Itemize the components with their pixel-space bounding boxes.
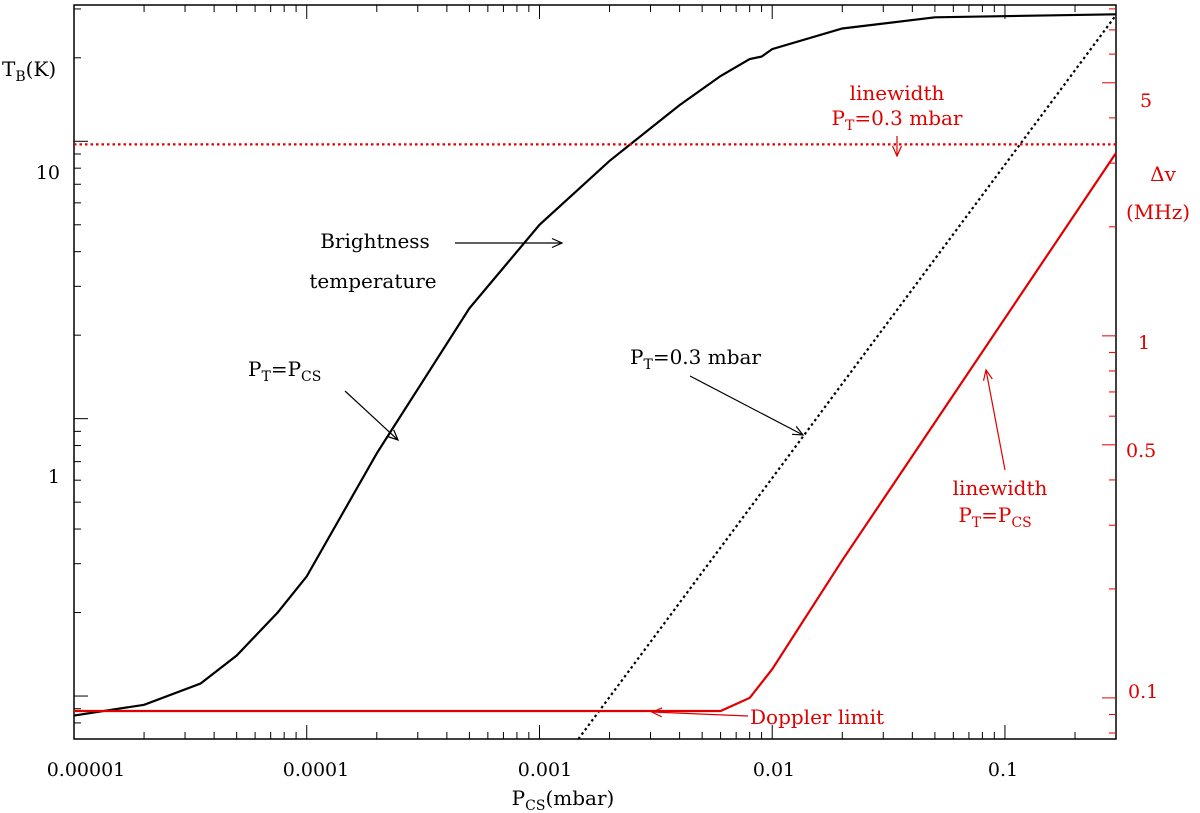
annotation-pt-pcs: PT=PCS — [248, 357, 321, 385]
y-right-tick-label: 5 — [1140, 90, 1152, 112]
y-right-tick-label: 0.1 — [1128, 681, 1158, 703]
x-axis-label: PCS(mbar) — [512, 786, 615, 813]
arrow-pt-pcs-head — [387, 429, 400, 441]
arrow-doppler — [651, 711, 749, 717]
arrow-linewidth-03-head — [891, 145, 903, 158]
y-right-axis-label: (MHz) — [1126, 200, 1190, 224]
series-brightness-pt-pcs — [73, 13, 1117, 717]
annotation-linewidth-pcs-pt: PT=PCS — [958, 503, 1031, 531]
annotation-brightness: Brightness — [320, 229, 430, 253]
annotation-temperature: temperature — [309, 269, 436, 293]
arrow-linewidth-pcs — [985, 369, 1006, 471]
axis-ticks — [73, 5, 1116, 740]
y-left-tick-label: 10 — [36, 162, 60, 184]
y-right-axis-label: Δv — [1150, 162, 1176, 186]
x-tick-label: 0.00001 — [47, 759, 126, 781]
annotation-pt-03: PT=0.3 mbar — [630, 345, 761, 373]
y-left-tick-label: 1 — [48, 466, 60, 488]
annotation-linewidth-pcs: linewidth — [953, 476, 1048, 500]
y-right-tick-label: 0.5 — [1126, 440, 1156, 462]
arrow-pt-pcs — [344, 390, 399, 441]
arrow-brightness-head — [551, 237, 564, 249]
y-left-axis-label: TB(K) — [2, 57, 56, 85]
arrow-linewidth-pcs-head — [982, 368, 993, 381]
y-right-tick-label: 1 — [1138, 332, 1150, 354]
data-series — [73, 13, 1117, 740]
plot-frame — [73, 4, 1117, 740]
arrow-pt-03 — [689, 375, 804, 436]
x-tick-label: 0.0001 — [283, 759, 349, 781]
series-brightness-pt-03 — [577, 14, 1117, 740]
x-tick-label: 0.01 — [753, 759, 795, 781]
annotation-linewidth-03-pt: PT=0.3 mbar — [832, 106, 963, 134]
arrow-doppler-head — [650, 707, 663, 718]
annotation-linewidth-03: linewidth — [850, 81, 945, 105]
x-tick-label: 0.001 — [518, 759, 572, 781]
annotation-arrows — [344, 136, 1006, 718]
annotation-doppler-limit: Doppler limit — [750, 705, 884, 729]
arrow-pt-03-head — [791, 426, 805, 436]
x-tick-label: 0.1 — [988, 759, 1018, 781]
series-linewidth-pt-pcs — [74, 152, 1117, 713]
